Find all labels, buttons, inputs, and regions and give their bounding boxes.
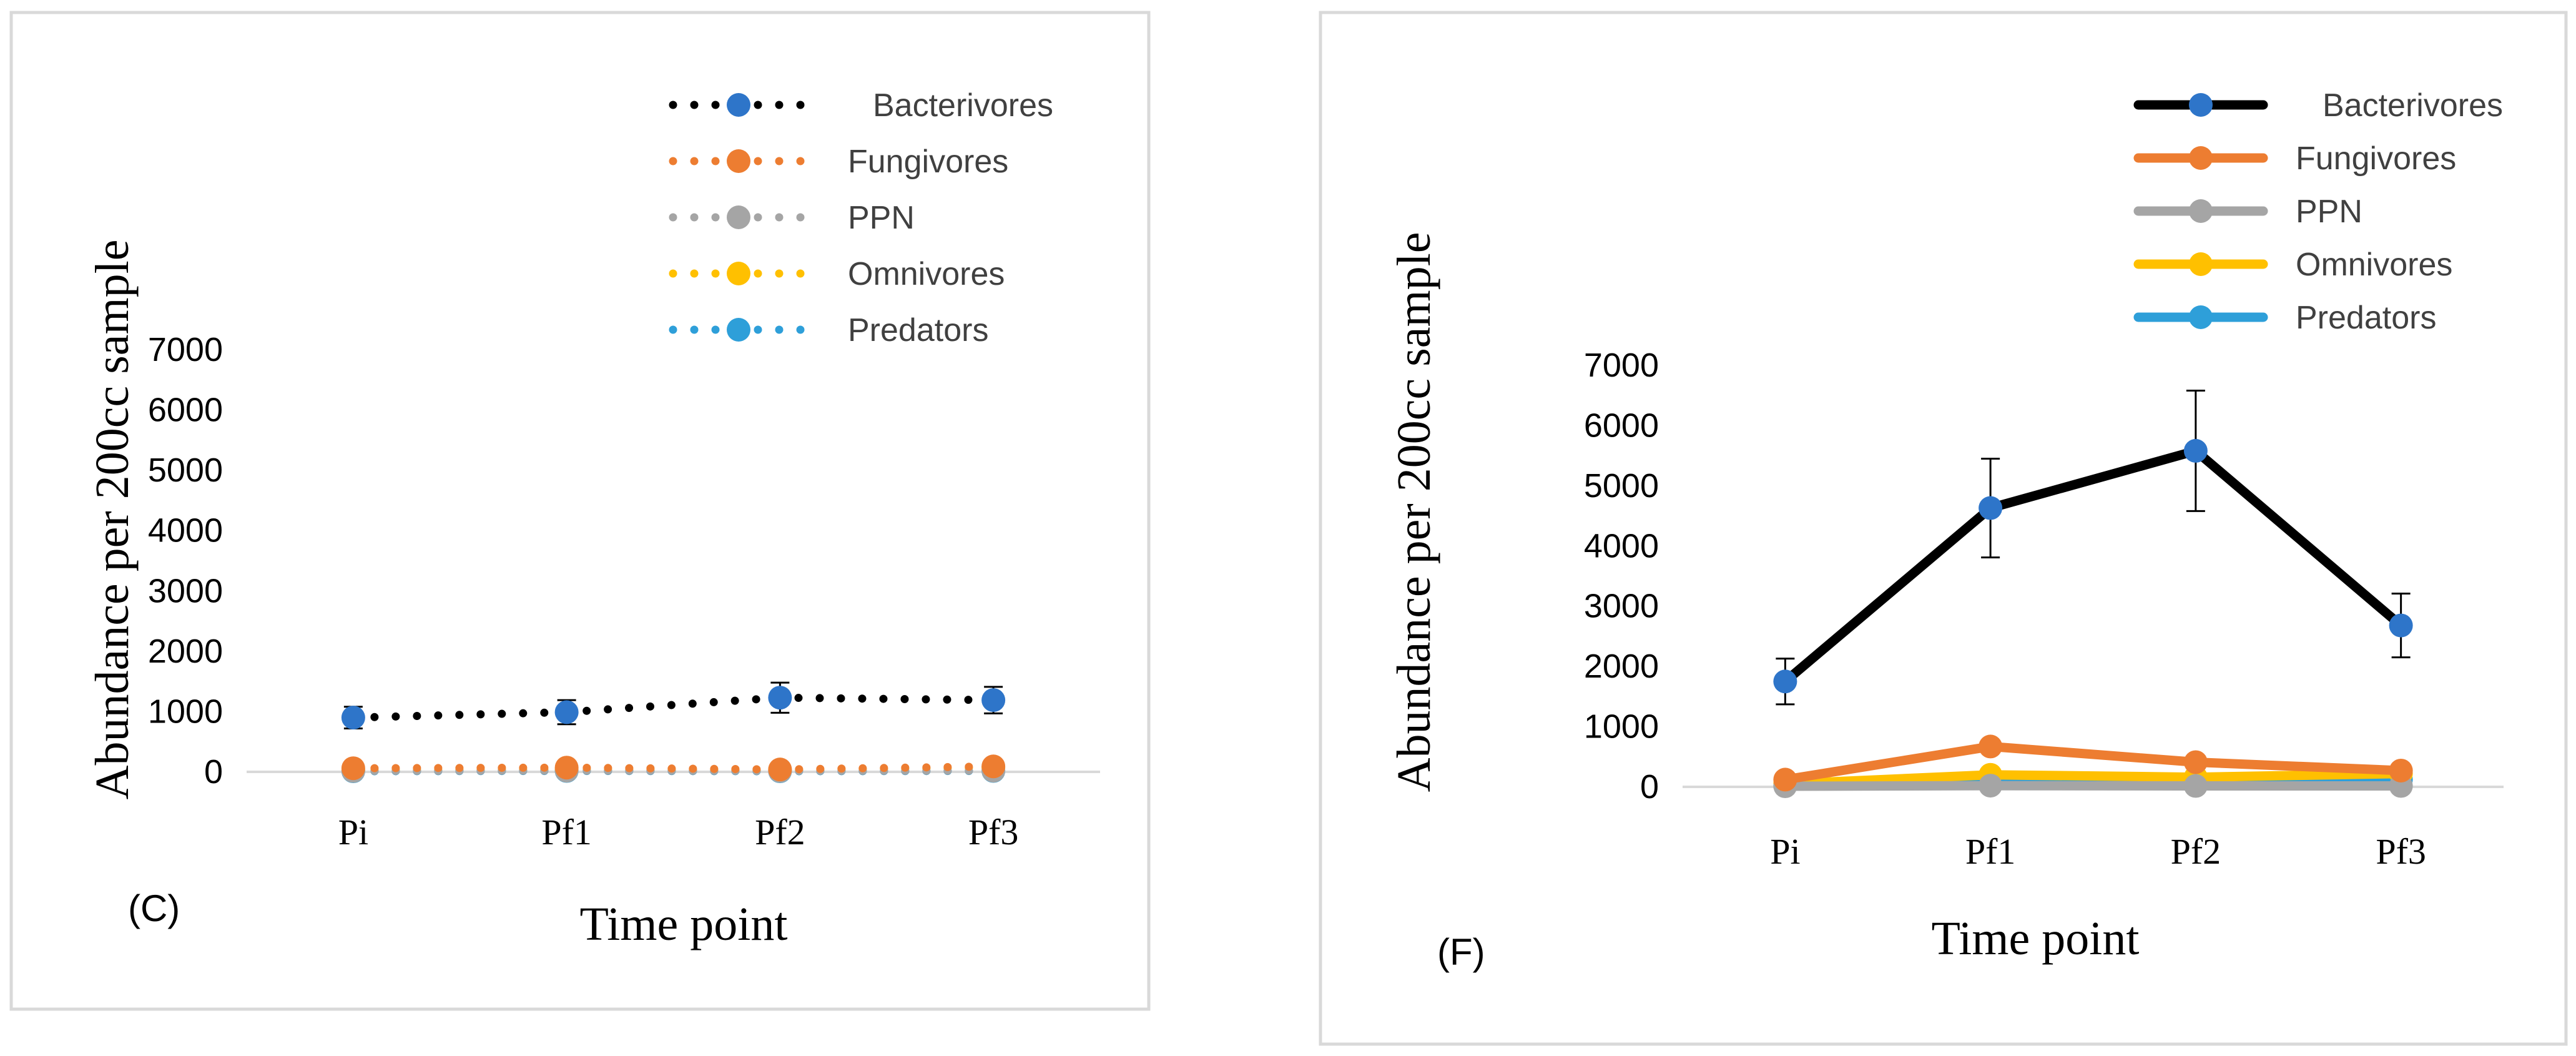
series-layer	[341, 681, 1006, 784]
series-layer	[1773, 390, 2413, 799]
y-tick-label: 1000	[1584, 708, 1659, 746]
legend-swatch-marker	[2189, 305, 2213, 329]
legend-swatch-marker	[727, 93, 750, 117]
legend-item-ppn: PPN	[2133, 194, 2362, 230]
legend-label: PPN	[2296, 194, 2362, 230]
data-point	[2183, 438, 2208, 463]
data-point	[341, 756, 365, 781]
legend-label: Predators	[2296, 300, 2436, 336]
legend-label: Omnivores	[2296, 247, 2452, 283]
legend-swatch-marker	[2189, 146, 2213, 170]
legend-item-bacterivores: Bacterivores	[2133, 87, 2503, 124]
data-point	[981, 688, 1006, 713]
panel-frame	[1319, 11, 2568, 1046]
series-line	[1780, 769, 2406, 789]
legend: Bacterivores Fungivores PPN Omnivores Predat…	[2133, 87, 2503, 336]
data-point	[2389, 758, 2413, 782]
data-point	[768, 686, 792, 710]
legend-label: PPN	[848, 200, 915, 236]
legend-swatch-marker	[727, 149, 750, 173]
data-point	[1979, 774, 2003, 798]
legend-swatch-marker	[2189, 252, 2213, 276]
data-point	[2183, 750, 2208, 774]
legend-swatch-marker	[727, 205, 750, 229]
y-tick-label: 0	[1640, 768, 1659, 806]
y-tick-label: 3000	[148, 572, 223, 609]
y-tick-label: 5000	[1584, 467, 1659, 505]
y-tick-label: 2000	[148, 633, 223, 670]
y-axis-title: Abundance per 200cc sample	[86, 240, 139, 800]
panel-frame	[9, 11, 1151, 1011]
series-fungivores	[341, 754, 1006, 782]
series-fungivores	[1773, 734, 2413, 792]
x-tick-label: Pf3	[968, 812, 1019, 852]
legend-swatch-marker	[2189, 93, 2213, 117]
y-tick-label: 6000	[148, 392, 223, 429]
y-tick-label: 4000	[1584, 527, 1659, 565]
y-tick-label: 7000	[148, 331, 223, 368]
data-point	[554, 756, 579, 780]
legend-label: Fungivores	[2296, 141, 2456, 177]
data-point	[1773, 669, 1797, 694]
y-axis-title: Abundance per 200cc sample	[1388, 232, 1440, 792]
y-tick-label: 1000	[148, 693, 223, 730]
y-tick-label: 5000	[148, 452, 223, 489]
x-axis-title: Time point	[1932, 912, 2140, 965]
x-tick-label: Pf1	[1965, 831, 2016, 872]
legend: Bacterivores Fungivores PPN Omnivores Predat…	[669, 87, 1053, 348]
data-point	[768, 757, 792, 782]
legend-item-omnivores: Omnivores	[669, 256, 1005, 292]
panel-label: (F)	[1437, 931, 1485, 973]
y-tick-label: 0	[204, 753, 223, 791]
data-point	[2183, 774, 2208, 798]
legend-item-ppn: PPN	[669, 200, 915, 236]
legend-swatch-marker	[2189, 199, 2213, 223]
series-line	[349, 693, 998, 722]
series-line	[1780, 741, 2406, 784]
y-tick-label: 7000	[1584, 347, 1659, 384]
data-point	[981, 754, 1006, 779]
legend-swatch-marker	[727, 262, 750, 285]
y-tick-label: 3000	[1584, 588, 1659, 625]
legend-label: Bacterivores	[873, 87, 1053, 124]
x-tick-label: Pf3	[2376, 831, 2426, 872]
chart-panel-c: 0 1000 2000 3000 4000 5000 6000 7000 Pi Pf1 Pf2 Pf3…	[9, 11, 1151, 1011]
y-tick-label: 2000	[1584, 648, 1659, 685]
data-point	[1979, 734, 2003, 759]
series-bacterivores	[1773, 390, 2413, 706]
chart-panel-f: 0 1000 2000 3000 4000 5000 6000 7000 Pi Pf1 Pf2 Pf3…	[1319, 11, 2568, 1046]
x-axis-title: Time point	[580, 898, 788, 950]
x-tick-label: Pi	[1770, 831, 1800, 872]
x-tick-label: Pf1	[541, 812, 592, 852]
plot-area: 0 1000 2000 3000 4000 5000 6000 7000 Pi Pf1 Pf2 Pf3	[148, 331, 1100, 852]
plot-area: 0 1000 2000 3000 4000 5000 6000 7000 Pi Pf1 Pf2 Pf3	[1584, 347, 2504, 872]
panel-label: (C)	[128, 887, 180, 929]
data-point	[1979, 496, 2003, 520]
x-tick-label: Pf2	[2171, 831, 2221, 872]
series-bacterivores	[341, 681, 1006, 730]
legend-label: Fungivores	[848, 144, 1008, 180]
legend-label: Predators	[848, 312, 988, 348]
y-tick-label: 6000	[1584, 407, 1659, 444]
legend-item-fungivores: Fungivores	[669, 144, 1008, 180]
legend-item-predators: Predators	[2133, 300, 2436, 336]
legend-item-omnivores: Omnivores	[2133, 247, 2452, 283]
legend-item-predators: Predators	[669, 312, 988, 348]
legend-swatch-marker	[727, 318, 750, 342]
data-point	[2389, 613, 2413, 638]
legend-item-bacterivores: Bacterivores	[669, 87, 1053, 124]
x-tick-label: Pf2	[755, 812, 805, 852]
legend-item-fungivores: Fungivores	[2133, 141, 2456, 177]
legend-label: Omnivores	[848, 256, 1005, 292]
series-line	[1780, 446, 2406, 686]
series-line	[349, 762, 998, 774]
data-point	[1773, 767, 1797, 792]
y-tick-label: 4000	[148, 512, 223, 550]
data-point	[341, 706, 365, 730]
x-tick-label: Pi	[338, 812, 368, 852]
data-point	[554, 700, 579, 724]
legend-label: Bacterivores	[2323, 87, 2503, 124]
